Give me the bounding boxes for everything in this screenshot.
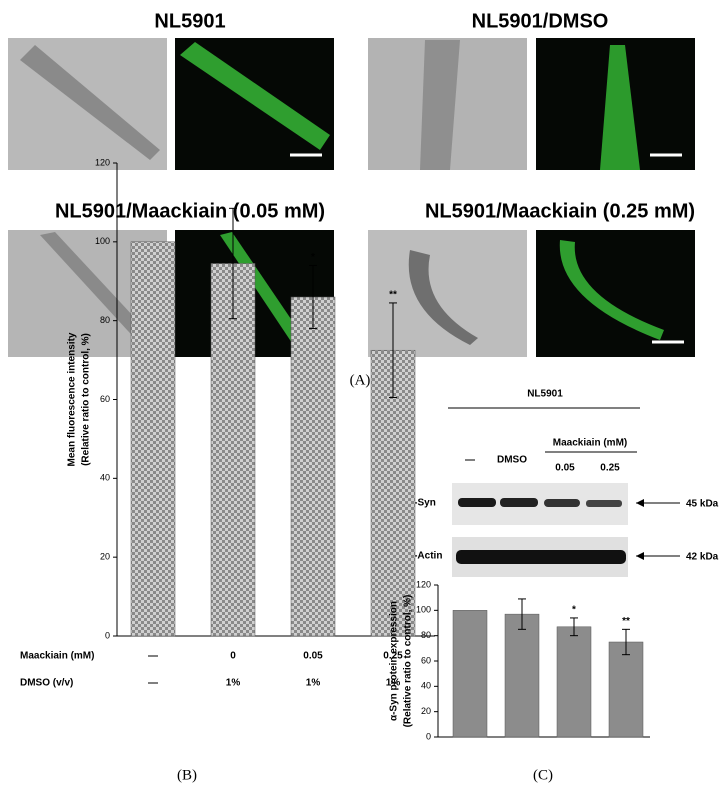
group-title: NL5901	[154, 10, 225, 32]
brightfield-image	[368, 230, 527, 357]
group-title: NL5901/DMSO	[472, 10, 609, 32]
y-tick-label: 20	[100, 552, 110, 562]
worm	[420, 40, 460, 170]
error-bar	[309, 264, 317, 330]
worm-gfp	[559, 240, 664, 340]
arrow-head	[636, 499, 644, 507]
lane-label: DMSO	[497, 455, 527, 466]
y-tick-label: 120	[416, 579, 431, 589]
blot-row-label: β-Actin	[408, 551, 442, 562]
y-axis-label: Mean fluorescence intensity	[67, 332, 78, 466]
lane-label: —	[465, 455, 475, 466]
bar	[210, 263, 256, 637]
band	[544, 499, 580, 507]
western-blot: NL5901 — DMSO Maackiain (mM) 0.05 0.25 α…	[408, 389, 719, 577]
panel-label: (C)	[533, 767, 553, 783]
bar	[556, 626, 592, 738]
significance: *	[572, 605, 576, 616]
y-tick-label: 0	[426, 731, 431, 741]
error-bar	[389, 302, 397, 399]
band	[458, 498, 496, 507]
row-value: —	[148, 678, 158, 689]
blot-header: NL5901	[527, 389, 563, 400]
y-tick-label: 80	[100, 315, 110, 325]
band	[456, 550, 626, 564]
worm	[20, 45, 160, 160]
row-value: 0.05	[303, 651, 323, 662]
arrow-head	[636, 552, 644, 560]
y-axis-label: (Relative ratio to control, %)	[403, 595, 414, 728]
row-value: 1%	[306, 678, 321, 689]
worm	[40, 232, 160, 355]
y-tick-label: 120	[95, 157, 110, 167]
significance: **	[389, 290, 397, 301]
row-value: 1%	[386, 678, 401, 689]
y-tick-label: 20	[421, 706, 431, 716]
band	[586, 500, 622, 507]
row-label: DMSO (v/v)	[20, 678, 73, 689]
micrographs	[8, 38, 695, 357]
bar	[608, 641, 644, 738]
significance: *	[311, 252, 315, 263]
y-tick-label: 0	[105, 630, 110, 640]
group-title: NL5901/Maackiain (0.25 mM)	[425, 200, 695, 222]
lane-label: 0.05	[555, 463, 575, 474]
row-value: —	[148, 651, 158, 662]
worm-gfp	[220, 232, 312, 355]
blot-row-label: α-Syn	[408, 498, 436, 509]
y-tick-label: 40	[100, 473, 110, 483]
y-tick-label: 100	[95, 236, 110, 246]
row-value: 1%	[226, 678, 241, 689]
y-axis-label: (Relative ratio to control, %)	[81, 333, 92, 466]
lane-label: 0.25	[600, 463, 620, 474]
bar	[504, 613, 540, 738]
panel-label: (B)	[177, 767, 197, 783]
bar	[452, 610, 488, 738]
worm-gfp	[180, 42, 330, 150]
y-tick-label: 40	[421, 681, 431, 691]
band	[500, 498, 538, 507]
worm	[408, 250, 478, 345]
mw-label: 42 kDa	[686, 552, 719, 563]
row-value: 0.25	[383, 651, 403, 662]
panel-label: (A)	[350, 372, 371, 388]
row-value: 0	[230, 651, 236, 662]
y-tick-label: 100	[416, 605, 431, 615]
row-label: Maackiain (mM)	[20, 651, 94, 662]
bar	[290, 296, 336, 637]
error-bar	[518, 598, 526, 630]
group-label: Maackiain (mM)	[553, 438, 627, 449]
y-axis-label: α-Syn protein expression	[389, 601, 400, 721]
y-tick-label: 60	[100, 394, 110, 404]
error-bar	[229, 207, 237, 320]
fluorescence-image	[536, 230, 695, 357]
significance: **	[622, 616, 630, 627]
error-bar	[622, 628, 630, 656]
worm-gfp	[600, 45, 640, 170]
y-tick-label: 80	[421, 630, 431, 640]
mw-label: 45 kDa	[686, 499, 719, 510]
bar	[130, 241, 176, 637]
y-tick-label: 60	[421, 655, 431, 665]
error-bar	[570, 617, 578, 637]
group-title: NL5901/Maackiain (0.05 mM)	[55, 200, 325, 222]
